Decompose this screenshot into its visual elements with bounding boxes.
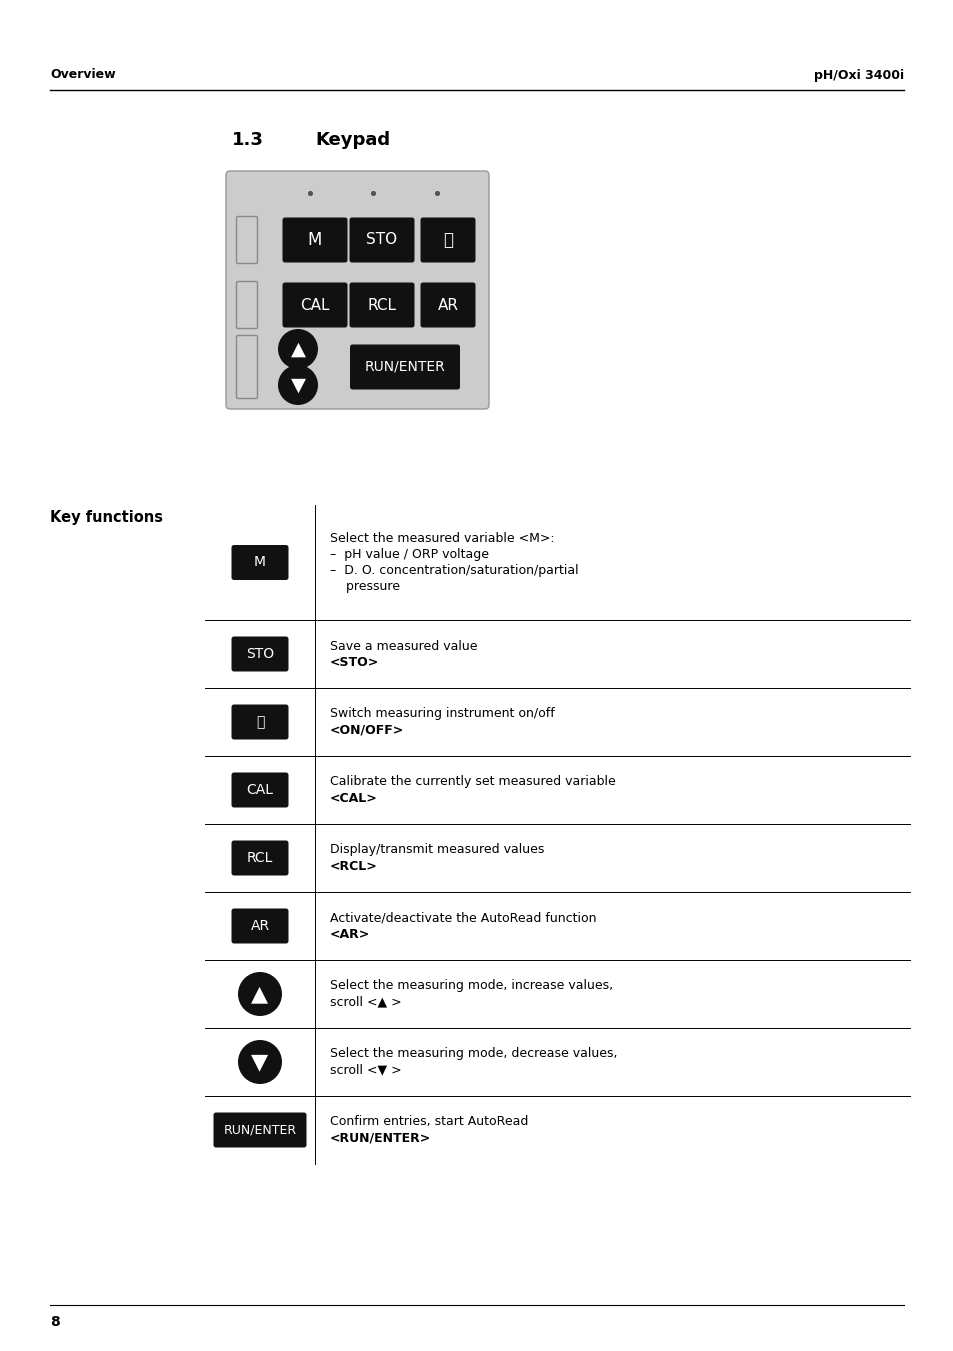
Text: CAL: CAL <box>246 784 274 797</box>
Circle shape <box>277 330 317 369</box>
FancyBboxPatch shape <box>232 704 288 739</box>
Text: <AR>: <AR> <box>330 928 370 940</box>
Text: Select the measuring mode, increase values,: Select the measuring mode, increase valu… <box>330 979 613 993</box>
Text: Confirm entries, start AutoRead: Confirm entries, start AutoRead <box>330 1116 528 1128</box>
Circle shape <box>277 365 317 405</box>
FancyBboxPatch shape <box>232 908 288 943</box>
Text: scroll <▼ >: scroll <▼ > <box>330 1063 401 1077</box>
Circle shape <box>237 1040 282 1084</box>
Text: RUN/ENTER: RUN/ENTER <box>364 359 445 374</box>
Text: ▼: ▼ <box>291 376 305 394</box>
Text: 8: 8 <box>50 1315 60 1329</box>
FancyBboxPatch shape <box>213 1112 306 1147</box>
FancyBboxPatch shape <box>349 218 414 262</box>
Text: scroll <▲ >: scroll <▲ > <box>330 996 401 1008</box>
Circle shape <box>237 971 282 1016</box>
Text: ⏻: ⏻ <box>255 715 264 730</box>
Text: Select the measuring mode, decrease values,: Select the measuring mode, decrease valu… <box>330 1047 617 1061</box>
Text: <RCL>: <RCL> <box>330 859 377 873</box>
Text: ▼: ▼ <box>252 1052 269 1071</box>
Text: AR: AR <box>437 297 458 312</box>
Text: pressure: pressure <box>330 580 399 593</box>
FancyBboxPatch shape <box>420 218 475 262</box>
Text: Switch measuring instrument on/off: Switch measuring instrument on/off <box>330 708 554 720</box>
Text: Overview: Overview <box>50 69 115 81</box>
Text: –  D. O. concentration/saturation/partial: – D. O. concentration/saturation/partial <box>330 563 578 577</box>
Text: RUN/ENTER: RUN/ENTER <box>223 1124 296 1136</box>
Text: <CAL>: <CAL> <box>330 792 377 804</box>
FancyBboxPatch shape <box>236 335 257 399</box>
FancyBboxPatch shape <box>236 281 257 328</box>
Text: ⏻: ⏻ <box>442 231 453 249</box>
Text: Save a measured value: Save a measured value <box>330 639 477 653</box>
FancyBboxPatch shape <box>232 636 288 671</box>
Text: RCL: RCL <box>367 297 396 312</box>
FancyBboxPatch shape <box>232 773 288 808</box>
FancyBboxPatch shape <box>282 218 347 262</box>
Text: M: M <box>308 231 322 249</box>
Text: <RUN/ENTER>: <RUN/ENTER> <box>330 1132 431 1144</box>
FancyBboxPatch shape <box>349 282 414 327</box>
Text: CAL: CAL <box>300 297 330 312</box>
Text: Calibrate the currently set measured variable: Calibrate the currently set measured var… <box>330 775 615 789</box>
FancyBboxPatch shape <box>226 172 489 409</box>
Text: <STO>: <STO> <box>330 655 379 669</box>
Text: STO: STO <box>366 232 397 247</box>
Text: M: M <box>253 555 266 570</box>
FancyBboxPatch shape <box>232 544 288 580</box>
Text: pH/Oxi 3400i: pH/Oxi 3400i <box>813 69 903 81</box>
FancyBboxPatch shape <box>232 840 288 875</box>
Text: Display/transmit measured values: Display/transmit measured values <box>330 843 544 857</box>
Text: 1.3: 1.3 <box>232 131 264 149</box>
Text: ▲: ▲ <box>291 339 305 358</box>
Text: –  pH value / ORP voltage: – pH value / ORP voltage <box>330 549 489 561</box>
Text: AR: AR <box>251 919 270 934</box>
Text: Key functions: Key functions <box>50 509 163 526</box>
FancyBboxPatch shape <box>236 216 257 263</box>
Text: STO: STO <box>246 647 274 661</box>
FancyBboxPatch shape <box>350 345 459 389</box>
Text: Keypad: Keypad <box>314 131 390 149</box>
FancyBboxPatch shape <box>420 282 475 327</box>
Text: Select the measured variable <M>:: Select the measured variable <M>: <box>330 532 554 544</box>
Text: ▲: ▲ <box>252 984 269 1004</box>
Text: <ON/OFF>: <ON/OFF> <box>330 724 404 736</box>
FancyBboxPatch shape <box>282 282 347 327</box>
Text: RCL: RCL <box>247 851 273 865</box>
Text: Activate/deactivate the AutoRead function: Activate/deactivate the AutoRead functio… <box>330 912 596 924</box>
